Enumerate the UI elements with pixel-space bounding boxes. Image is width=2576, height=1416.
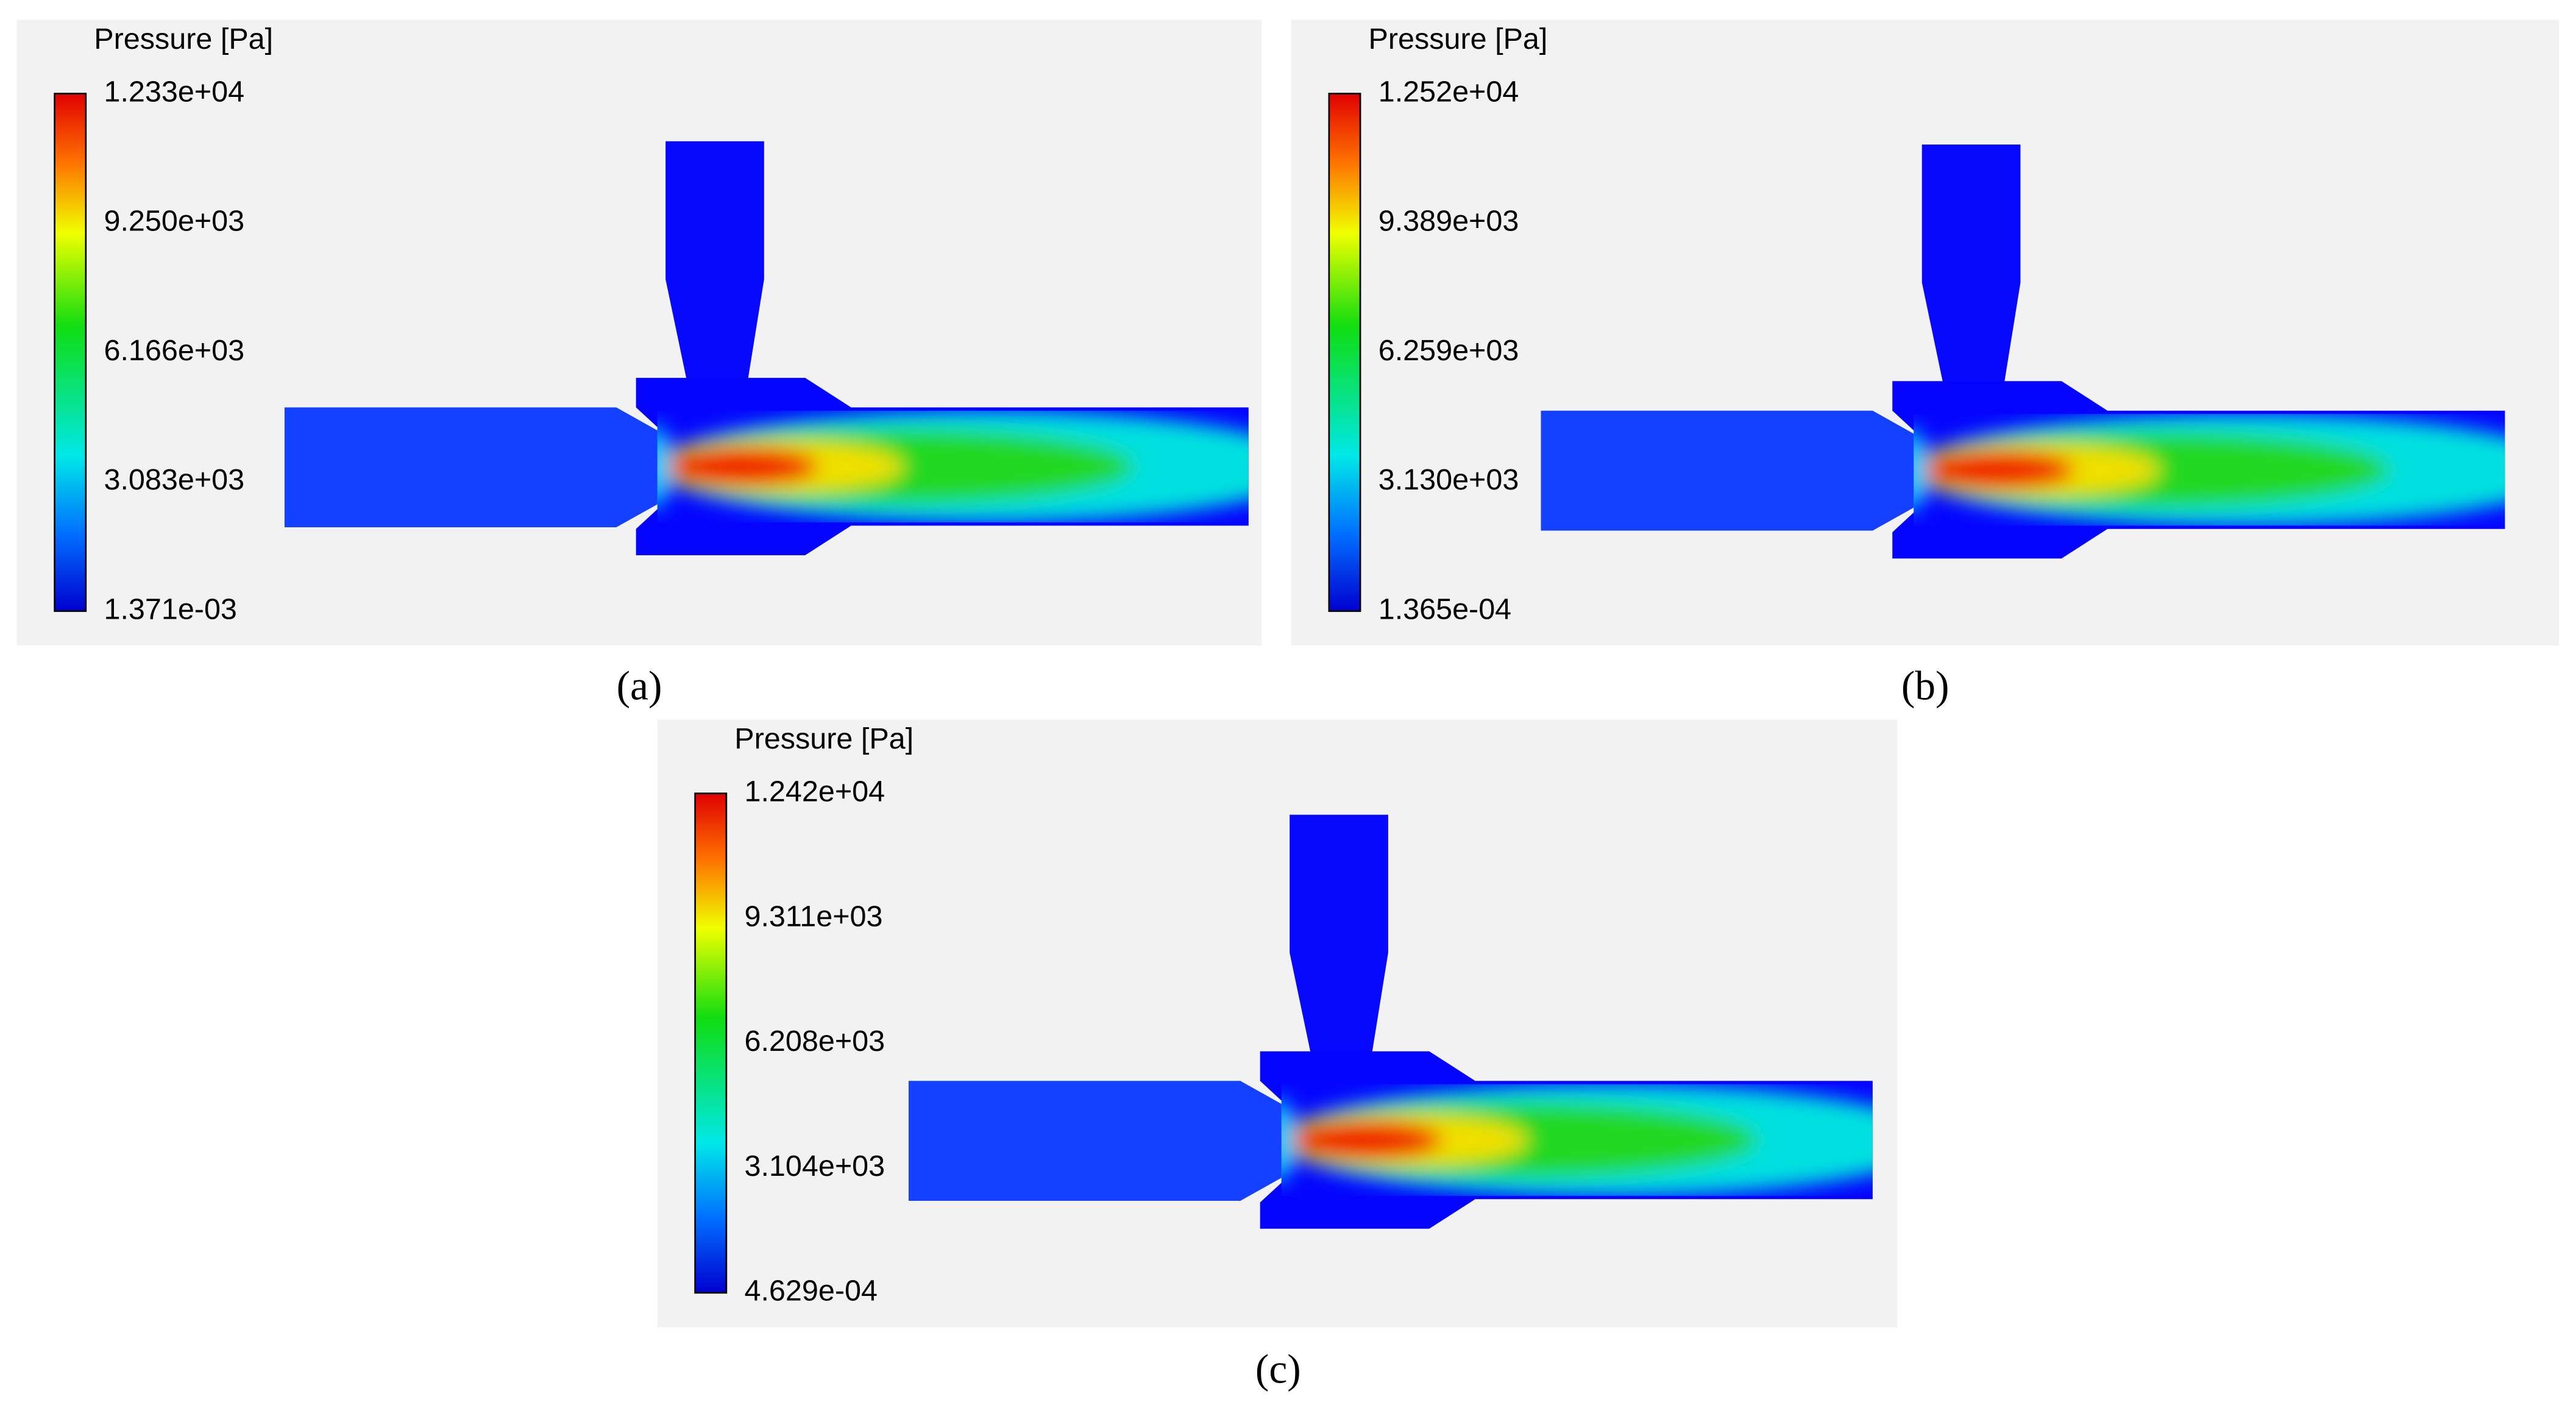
field-ring [1914,427,1927,513]
colorbar-label: 4.629e-04 [744,1275,877,1307]
colorbar-label: 9.311e+03 [744,900,882,933]
colorbar [54,93,87,612]
flow-domain [284,141,1249,555]
colorbar-label: 6.166e+03 [104,334,244,367]
inlet-pipe [1541,410,1914,531]
colorbar-label: 9.250e+03 [104,205,244,238]
pressure-field [657,410,1249,522]
panel: Pressure [Pa] 1.252e+04 9.389e+03 6.259e+03… [1291,20,2560,708]
colorbar-label: 3.083e+03 [104,463,244,496]
inlet-pipe [284,407,658,528]
colorbar-label: 1.371e-03 [104,592,236,625]
caption: (a) [617,663,662,708]
colorbar-label: 9.389e+03 [1378,205,1519,238]
pressure-field [1281,1084,1873,1196]
field-blur [1281,1084,1873,1196]
flow-domain [1541,144,2505,559]
nozzle [1290,814,1388,1055]
colorbar [694,792,728,1294]
nozzle [1921,144,2021,385]
colorbar-label: 3.104e+03 [744,1150,885,1183]
colorbar-label: 6.259e+03 [1378,334,1519,367]
field-red [1917,450,2075,490]
legend-title: Pressure [Pa] [94,23,273,55]
colorbar-label: 1.365e-04 [1378,592,1511,625]
field-blur [657,410,1249,522]
colorbar [1328,93,1361,612]
colorbar-label: 3.130e+03 [1378,463,1519,496]
caption: (b) [1901,663,1950,708]
colorbar-label: 1.252e+04 [1378,75,1519,108]
colorbar-label: 1.233e+04 [104,75,244,108]
panel: Pressure [Pa] 1.233e+04 9.250e+03 6.166e+03… [16,20,1262,708]
flow-domain [908,814,1873,1229]
nozzle [665,141,764,382]
inlet-pipe [908,1081,1282,1201]
legend-title: Pressure [Pa] [1369,23,1548,55]
field-red [1285,1120,1442,1160]
colorbar-label: 1.242e+04 [744,775,885,808]
legend-title: Pressure [Pa] [734,722,914,755]
panel: Pressure [Pa] 1.242e+04 9.311e+03 6.208e+03… [657,719,1898,1392]
colorbar-label: 6.208e+03 [744,1025,885,1058]
field-ring [1281,1097,1295,1183]
panel-background [657,719,1898,1328]
pressure-field [1914,414,2505,526]
field-ring [657,424,671,510]
caption: (c) [1255,1346,1301,1392]
field-red [661,447,818,486]
field-blur [1914,414,2505,526]
